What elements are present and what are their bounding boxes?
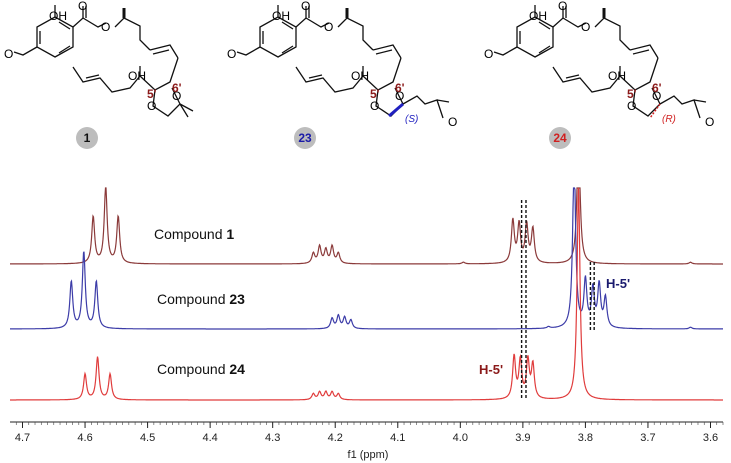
x-axis: 4.7 4.6 4.5 4.4 4.3 4.2 4.1 4.0 3.9 3.8 3.7 3.6 (10, 421, 724, 444)
tick-label: 4.1 (390, 432, 405, 444)
dioxolane-o1-label: O (627, 99, 636, 113)
oh-lower-label: OH (128, 69, 146, 83)
tick-label: 4.5 (140, 432, 155, 444)
c5-label: 5' (147, 87, 157, 101)
oh-lower-label: OH (608, 69, 626, 83)
ester-o-label: O (101, 20, 110, 34)
methoxy-o-label: O (4, 47, 13, 61)
series-label-24: Compound 24 (157, 361, 245, 377)
ester-o-label: O (324, 20, 333, 34)
structure-23: OH O O O OH O O O 5' 6' (S) 23 (227, 0, 457, 149)
tick-label: 4.3 (265, 432, 280, 444)
oh-label: OH (49, 9, 67, 23)
oh-lower-label: OH (351, 69, 369, 83)
spectrum-line-24 (10, 187, 723, 401)
oh-label: OH (529, 9, 547, 23)
tick-label: 3.8 (578, 432, 593, 444)
dioxolane-o2-label: O (652, 89, 661, 103)
ketone-o-label: O (448, 115, 457, 129)
tick-label: 4.4 (202, 432, 217, 444)
compound-badge (549, 127, 571, 149)
c5-label: 5' (370, 87, 380, 101)
compound-id: 1 (84, 131, 91, 145)
dioxolane-o2-label: O (172, 89, 181, 103)
tick-label: 4.7 (15, 432, 30, 444)
series-label-1: Compound 1 (154, 226, 234, 242)
dioxolane-o2-label: O (395, 89, 404, 103)
carbonyl-o-label: O (301, 0, 310, 13)
c6-label: 6' (395, 81, 405, 95)
c5-label: 5' (627, 87, 637, 101)
compound-id: 24 (553, 131, 567, 145)
c6-label: 6' (172, 81, 182, 95)
dioxolane-o1-label: O (370, 99, 379, 113)
annotation-h5-24: H-5' (479, 362, 503, 377)
carbonyl-o-label: O (558, 0, 567, 13)
methoxy-o-label: O (484, 47, 493, 61)
compound-badge (76, 127, 98, 149)
structure-1: OH O O O OH O O 5' 6' 1 (4, 0, 194, 149)
s-config-label: (S) (405, 114, 418, 125)
tick-label: 3.6 (703, 432, 718, 444)
spectra-plot (10, 187, 723, 401)
oh-label: OH (272, 9, 290, 23)
structure-24: OH O O O OH O O O 5' 6' (R) 24 (484, 0, 714, 149)
tick-label: 3.7 (640, 432, 655, 444)
ester-o-label: O (581, 20, 590, 34)
tick-label: 4.6 (77, 432, 92, 444)
ketone-o-label: O (705, 115, 714, 129)
compound-id: 23 (298, 131, 312, 145)
spectrum-line-23 (10, 187, 723, 330)
x-axis-label: f1 (ppm) (348, 449, 389, 461)
carbonyl-o-label: O (78, 0, 87, 13)
r-config-label: (R) (662, 114, 676, 125)
c6-label: 6' (652, 81, 662, 95)
dioxolane-o1-label: O (147, 99, 156, 113)
tick-label: 4.0 (453, 432, 468, 444)
tick-label: 4.2 (328, 432, 343, 444)
series-label-23: Compound 23 (157, 291, 245, 307)
tick-label: 3.9 (515, 432, 530, 444)
compound-badge (294, 127, 316, 149)
annotation-h5-23: H-5' (606, 276, 630, 291)
spectrum-line-1 (10, 187, 723, 265)
methoxy-o-label: O (227, 47, 236, 61)
